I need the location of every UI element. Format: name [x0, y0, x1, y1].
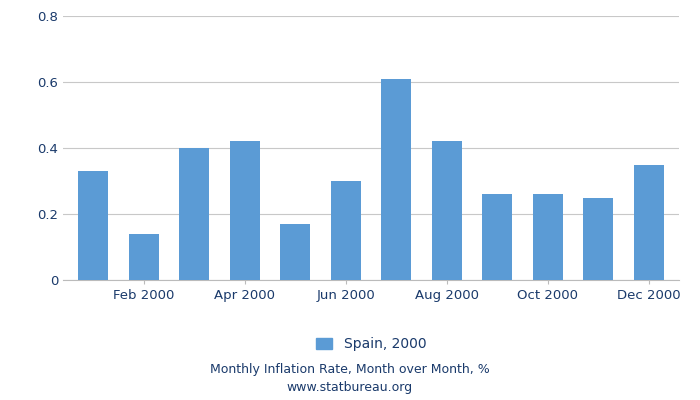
Bar — [78, 171, 108, 280]
Bar — [482, 194, 512, 280]
Text: Monthly Inflation Rate, Month over Month, %: Monthly Inflation Rate, Month over Month… — [210, 364, 490, 376]
Bar — [583, 198, 613, 280]
Bar — [432, 141, 462, 280]
Bar — [381, 79, 412, 280]
Bar — [330, 181, 361, 280]
Legend: Spain, 2000: Spain, 2000 — [310, 332, 432, 357]
Bar — [230, 141, 260, 280]
Text: www.statbureau.org: www.statbureau.org — [287, 382, 413, 394]
Bar — [634, 164, 664, 280]
Bar — [129, 234, 159, 280]
Bar — [179, 148, 209, 280]
Bar — [533, 194, 563, 280]
Bar — [280, 224, 310, 280]
